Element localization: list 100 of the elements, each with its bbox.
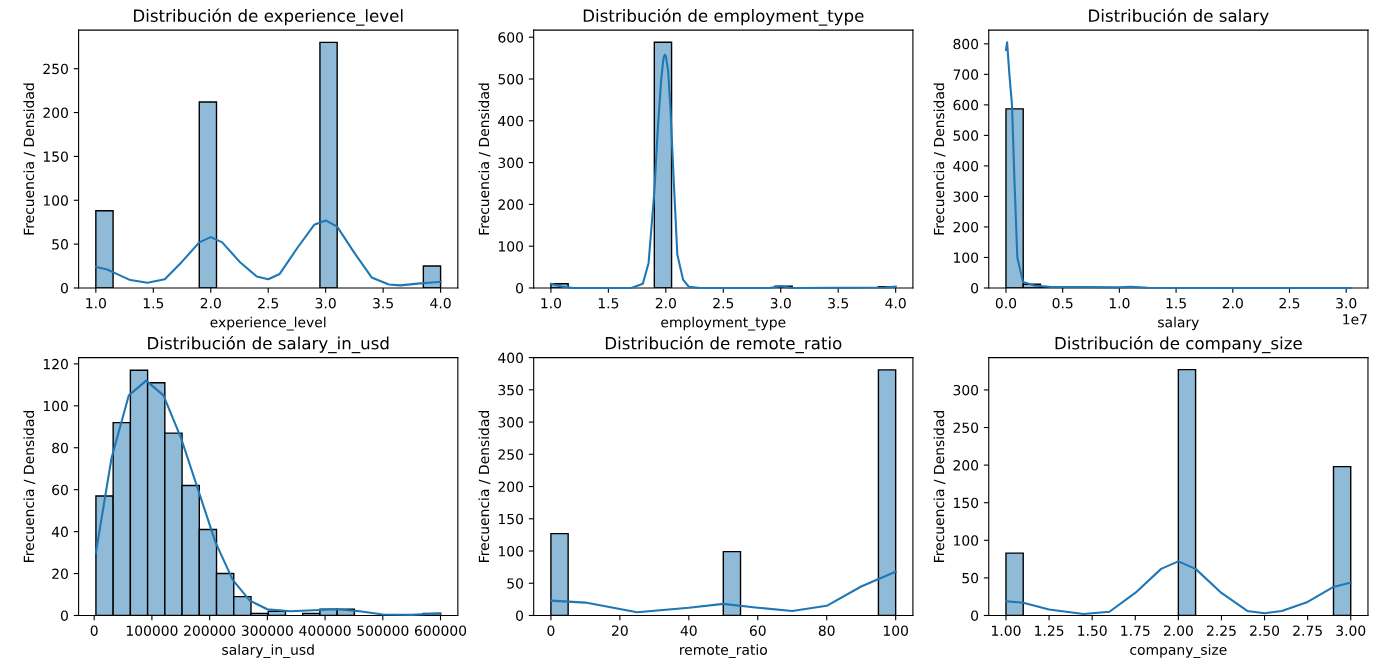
y-tick-label: 300 [953,191,979,202]
x-tick-label: 1.5 [1166,298,1186,309]
x-tick-label: 2.5 [713,297,734,309]
chart-title: Distribución de salary [1089,8,1269,26]
x-axis-title: remote_ratio [680,644,767,659]
y-axis-title: Frecuencia / Densidad [933,411,946,562]
x-axis-title: salary [1158,316,1199,331]
x-tick-label: 2.0 [1222,297,1243,309]
x-tick-label: 300000 [241,625,293,636]
x-tick-label: 100 [883,625,908,636]
y-tick-label: 100 [954,252,979,263]
y-tick-label: 100 [498,241,524,252]
y-tick-label: 500 [498,73,524,85]
y-tick-label: 0 [60,282,68,294]
x-tick-label: 2.00 [1163,625,1193,636]
x-tick-label: 0.0 [995,297,1017,309]
x-tick-label: 40 [680,625,697,636]
x-tick-label: 500000 [357,625,409,636]
chart-title: Distribución de company_size [1055,335,1302,354]
x-tick-label: 4.0 [430,297,451,309]
y-axis-title: Frecuencia / Densidad [933,83,946,235]
y-tick-label: 600 [953,99,979,111]
y-tick-label: 0 [516,282,524,294]
y-tick-label: 0 [971,282,979,294]
y-axis-title: Frecuencia / Densidad [23,411,36,562]
y-tick-label: 400 [498,115,524,127]
y-tick-label: 150 [954,497,979,509]
y-tick-label: 250 [953,422,979,433]
x-tick-label: 3.5 [373,297,393,309]
x-tick-label: 1.5 [143,298,164,309]
x-tick-label: 1.0 [541,297,562,309]
y-tick-label: 200 [498,481,524,493]
y-tick-label: 0 [60,610,68,621]
y-tick-label: 100 [954,535,979,546]
x-tick-label: 1.50 [1078,625,1107,636]
y-tick-label: 250 [498,449,524,460]
x-tick-label: 2.50 [1250,625,1280,636]
y-tick-label: 50 [52,239,68,250]
x-tick-label: 3.0 [770,297,791,309]
y-tick-label: 150 [43,151,68,162]
y-tick-label: 50 [962,572,979,584]
x-tick-label: 60 [749,625,766,636]
y-axis-title: Frecuencia / Densidad [478,411,491,562]
x-tick-label: 20 [612,625,628,636]
x-axis-title: company_size [1130,644,1227,659]
chart-title: Distribución de salary_in_usd [148,335,389,354]
x-tick-label: 1.5 [598,298,619,309]
y-tick-label: 200 [953,460,979,471]
y-tick-label: 300 [498,417,524,428]
y-tick-label: 500 [953,130,979,141]
y-tick-label: 100 [498,545,524,557]
y-tick-label: 40 [51,526,68,538]
y-tick-label: 60 [52,484,68,496]
x-tick-label: 1.75 [1121,625,1150,636]
x-tick-label: 4.0 [885,297,906,309]
y-tick-label: 400 [498,352,524,364]
x-tick-label: 1.0 [86,297,106,309]
x-axis-title: experience_level [210,316,326,331]
y-axis-title: Frecuencia / Densidad [23,83,36,235]
y-tick-label: 0 [516,610,524,621]
y-tick-label: 300 [498,157,524,169]
x-tick-label: 2.5 [1279,297,1300,309]
y-tick-label: 200 [498,199,524,210]
x-tick-label: 200000 [184,625,236,636]
y-tick-label: 600 [498,32,524,43]
x-tick-label: 400000 [299,625,351,636]
x-tick-label: 1.0 [1109,297,1130,309]
x-tick-label: 2.75 [1293,625,1322,636]
x-tick-label: 3.00 [1336,625,1366,636]
y-tick-label: 100 [43,195,68,206]
x-tick-label: 1.25 [1035,625,1064,636]
x-tick-label: 0 [547,625,555,636]
x-tick-label: 3.0 [315,297,336,309]
x-tick-label: 3.5 [828,297,849,309]
y-tick-label: 100 [43,400,68,412]
y-tick-label: 250 [43,63,68,75]
x-tick-label: 0 [90,625,98,636]
x-tick-label: 2.0 [200,297,221,309]
x-tick-label: 3.0 [1336,297,1357,309]
y-tick-label: 80 [52,442,68,454]
y-tick-label: 700 [953,69,979,80]
y-tick-label: 300 [953,384,979,396]
chart-title: Distribución de employment_type [583,8,864,26]
x-tick-label: 2.25 [1207,625,1236,636]
y-tick-label: 200 [43,107,68,119]
y-tick-label: 150 [498,513,524,525]
chart-title: Distribución de experience_level [134,8,403,26]
x-tick-label: 0.5 [1052,297,1073,309]
x-tick-label: 2.5 [258,297,279,309]
x-tick-label: 2.0 [655,297,676,309]
x-tick-label: 1.00 [992,625,1021,636]
y-tick-label: 350 [498,384,524,396]
x-tick-label: 600000 [414,625,467,636]
x-tick-label: 100000 [126,625,178,636]
text: 1e7 [1343,314,1367,325]
y-tick-label: 0 [971,610,979,621]
y-tick-label: 200 [953,221,979,233]
y-tick-label: 400 [953,160,979,172]
y-tick-label: 800 [953,38,979,50]
y-tick-label: 50 [507,578,524,589]
